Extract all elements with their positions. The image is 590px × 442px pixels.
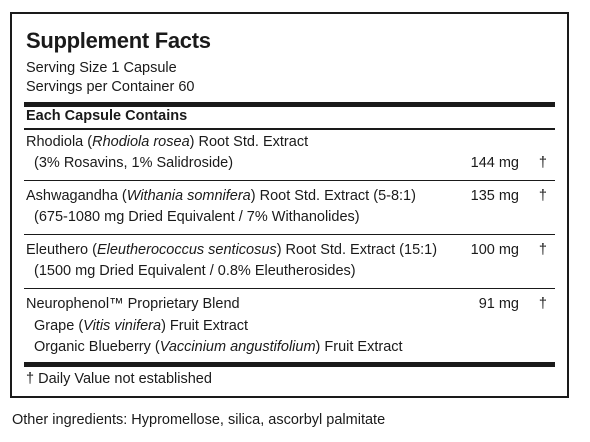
ingredient-name-eleuthero: Eleuthero (Eleutherococcus senticosus) R… [26,242,438,258]
row-divider [24,180,555,181]
other-ingredients: Other ingredients: Hypromellose, silica,… [12,412,386,428]
blend-item-blueberry: Organic Blueberry (Vaccinium angustifoli… [34,339,403,355]
ingredient-name-neurophenol: Neurophenol™ Proprietary Blend [26,296,240,312]
blend-item-grape: Grape (Vitis vinifera) Fruit Extract [34,318,249,334]
row-divider [24,234,555,235]
heading-divider [24,128,555,130]
ingredient-amount-rhodiola: 144 mg [470,155,519,171]
ingredient-amount-ashwagandha: 135 mg [470,188,519,204]
ingredient-amount-neurophenol: 91 mg [478,296,519,312]
ingredient-dv-eleuthero: † [538,242,547,258]
ingredient-detail-ashwagandha: (675-1080 mg Dried Equivalent / 7% Witha… [34,209,360,225]
ingredient-detail-eleuthero: (1500 mg Dried Equivalent / 0.8% Eleuthe… [34,263,356,279]
thick-divider [24,362,555,367]
ingredient-detail-rhodiola: (3% Rosavins, 1% Salidroside) [34,155,234,171]
ingredient-dv-ashwagandha: † [538,188,547,204]
supplement-facts-panel: Supplement Facts Serving Size 1 Capsule … [10,12,569,398]
ingredient-name-rhodiola: Rhodiola (Rhodiola rosea) Root Std. Extr… [26,134,309,150]
thick-divider [24,102,555,107]
row-divider [24,288,555,289]
ingredient-dv-rhodiola: † [538,155,547,171]
servings-per-container: Servings per Container 60 [26,79,195,95]
serving-size: Serving Size 1 Capsule [26,60,177,76]
ingredient-name-ashwagandha: Ashwagandha (Withania somnifera) Root St… [26,188,416,204]
ingredient-amount-eleuthero: 100 mg [470,242,519,258]
panel-title: Supplement Facts [26,28,211,53]
column-heading: Each Capsule Contains [26,108,188,124]
ingredient-dv-neurophenol: † [538,296,547,312]
footnote: † Daily Value not established [26,371,212,387]
